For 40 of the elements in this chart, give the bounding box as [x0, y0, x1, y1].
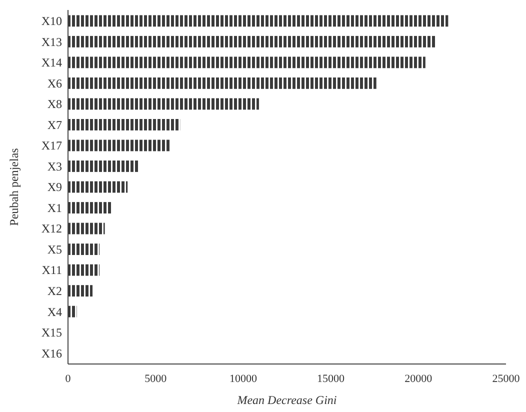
bar	[68, 119, 180, 130]
y-tick-label: X11	[42, 263, 62, 278]
x-tick-label: 15000	[317, 373, 346, 385]
x-tick-label: 20000	[404, 373, 433, 385]
y-tick-label: X4	[47, 304, 62, 319]
x-tick-label: 25000	[492, 373, 520, 385]
y-axis-title: Peubah penjelas	[7, 148, 21, 226]
y-tick-label: X14	[41, 56, 62, 70]
y-tick-label: X7	[47, 118, 62, 132]
y-tick-label: X12	[41, 222, 62, 236]
x-tick-label: 10000	[229, 373, 258, 385]
x-tick-label: 0	[65, 373, 72, 385]
y-tick-label: X9	[47, 180, 62, 194]
bar	[68, 306, 77, 318]
bar	[68, 244, 100, 255]
bar	[68, 285, 93, 297]
bar	[68, 222, 105, 234]
y-tick-label: X8	[47, 97, 62, 112]
bar	[68, 140, 170, 152]
y-tick-label: X13	[41, 34, 62, 49]
bar	[68, 181, 128, 193]
bar	[68, 15, 448, 27]
bar	[68, 202, 112, 214]
bar	[68, 98, 259, 110]
y-tick-label: X5	[47, 242, 62, 256]
x-tick-label: 5000	[144, 373, 168, 385]
y-tick-label: X10	[41, 14, 62, 28]
y-tick-label: X2	[47, 284, 62, 298]
bar	[68, 56, 426, 68]
y-tick-label: X6	[47, 76, 62, 90]
x-axis-title: Mean Decrease Gini	[236, 393, 337, 407]
bar	[68, 160, 138, 172]
y-tick-label: X16	[41, 346, 62, 360]
bar	[68, 77, 376, 89]
y-tick-label: X3	[47, 159, 62, 174]
bar	[68, 264, 100, 276]
bar	[68, 36, 436, 48]
y-tick-label: X15	[41, 326, 62, 340]
y-tick-label: X17	[41, 138, 62, 153]
y-tick-label: X1	[47, 200, 62, 215]
